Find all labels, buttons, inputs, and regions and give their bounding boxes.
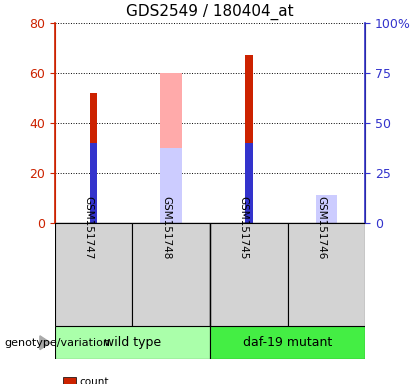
Bar (245, 143, 253, 223)
Text: GSM151745: GSM151745 (239, 196, 249, 260)
Bar (63, 377, 76, 384)
Bar (160, 73, 182, 223)
Bar (245, 56, 253, 223)
Bar (55, 326, 210, 359)
Bar (89, 143, 97, 223)
Bar (288, 223, 365, 326)
Text: GSM151748: GSM151748 (161, 196, 171, 260)
Text: GSM151747: GSM151747 (84, 196, 93, 260)
Bar (160, 148, 182, 223)
Bar (89, 93, 97, 223)
Text: daf-19 mutant: daf-19 mutant (243, 336, 332, 349)
Bar (55, 223, 132, 326)
Bar (316, 195, 337, 223)
Bar (316, 203, 337, 223)
Bar (210, 223, 288, 326)
Bar (210, 326, 365, 359)
Text: wild type: wild type (104, 336, 161, 349)
Title: GDS2549 / 180404_at: GDS2549 / 180404_at (126, 4, 294, 20)
Text: count: count (80, 377, 109, 384)
Polygon shape (40, 336, 50, 350)
Text: genotype/variation: genotype/variation (4, 338, 110, 348)
Text: GSM151746: GSM151746 (317, 196, 327, 260)
Bar (132, 223, 210, 326)
